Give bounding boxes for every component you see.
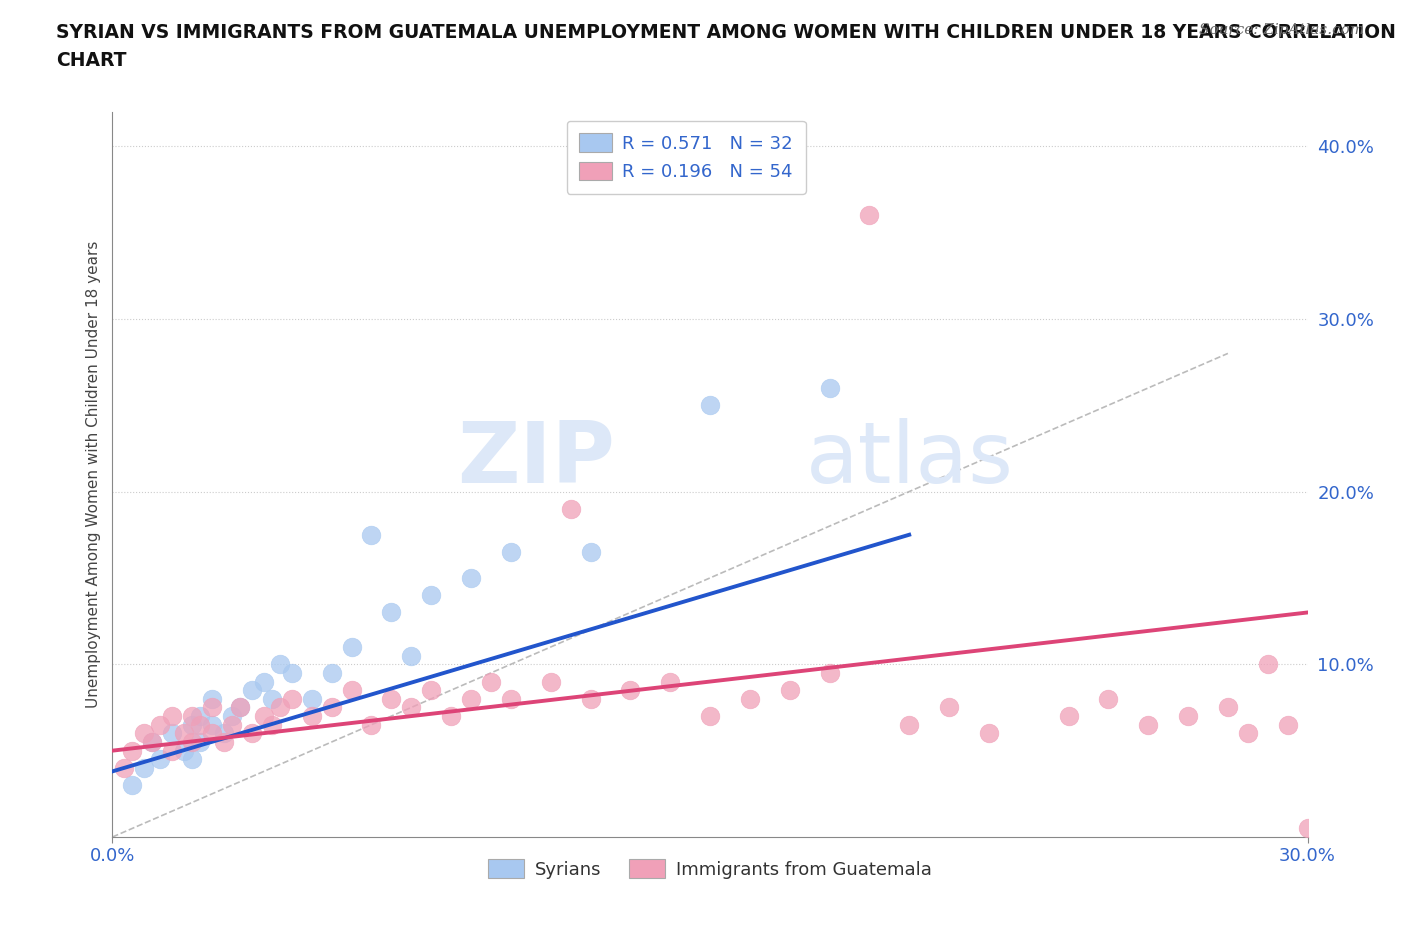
Point [149,717,172,732]
Point [321,700,343,715]
Point [380,691,402,706]
Point [269,700,291,715]
Point [201,700,224,715]
Point [560,501,582,516]
Point [201,717,224,732]
Point [699,398,721,413]
Point [420,683,443,698]
Point [360,527,382,542]
Point [173,743,195,758]
Point [1296,821,1319,836]
Point [134,761,156,776]
Point [540,674,562,689]
Point [201,691,224,706]
Point [420,588,443,603]
Point [201,726,224,741]
Point [858,207,880,222]
Point [188,717,211,732]
Text: CHART: CHART [56,51,127,70]
Point [134,726,156,741]
Point [188,709,211,724]
Point [1097,691,1119,706]
Point [460,570,482,585]
Y-axis label: Unemployment Among Women with Children Under 18 years: Unemployment Among Women with Children U… [86,241,101,708]
Point [141,735,163,750]
Text: atlas: atlas [806,418,1014,501]
Point [1257,657,1279,671]
Point [212,726,235,741]
Point [360,717,382,732]
Point [977,726,1000,741]
Point [440,709,463,724]
Point [579,545,602,560]
Point [212,735,235,750]
Text: SYRIAN VS IMMIGRANTS FROM GUATEMALA UNEMPLOYMENT AMONG WOMEN WITH CHILDREN UNDER: SYRIAN VS IMMIGRANTS FROM GUATEMALA UNEM… [56,23,1396,42]
Point [401,700,423,715]
Point [221,709,243,724]
Point [1177,709,1199,724]
Point [181,717,204,732]
Point [181,735,204,750]
Point [221,717,243,732]
Point [281,666,304,681]
Point [1237,726,1260,741]
Point [188,735,211,750]
Point [162,709,183,724]
Point [229,700,252,715]
Text: Source: ZipAtlas.com: Source: ZipAtlas.com [1198,23,1364,37]
Point [114,761,135,776]
Point [1137,717,1160,732]
Point [699,709,721,724]
Point [269,657,291,671]
Point [738,691,761,706]
Point [898,717,921,732]
Point [173,726,195,741]
Point [121,777,143,792]
Point [162,726,183,741]
Point [1216,700,1239,715]
Point [479,674,502,689]
Point [321,666,343,681]
Point [460,691,482,706]
Point [818,380,841,395]
Point [818,666,841,681]
Point [253,674,276,689]
Point [240,683,263,698]
Point [340,640,363,655]
Point [229,700,252,715]
Point [1277,717,1299,732]
Point [240,726,263,741]
Point [779,683,801,698]
Point [401,648,423,663]
Point [301,691,323,706]
Point [149,751,172,766]
Point [579,691,602,706]
Point [340,683,363,698]
Point [619,683,641,698]
Point [260,717,283,732]
Point [181,751,204,766]
Point [121,743,143,758]
Point [253,709,276,724]
Point [301,709,323,724]
Point [181,709,204,724]
Legend: Syrians, Immigrants from Guatemala: Syrians, Immigrants from Guatemala [481,852,939,886]
Point [281,691,304,706]
Point [659,674,682,689]
Point [499,691,522,706]
Point [938,700,960,715]
Point [162,743,183,758]
Point [499,545,522,560]
Point [141,735,163,750]
Point [1057,709,1080,724]
Point [260,691,283,706]
Text: ZIP: ZIP [457,418,614,501]
Point [380,605,402,620]
